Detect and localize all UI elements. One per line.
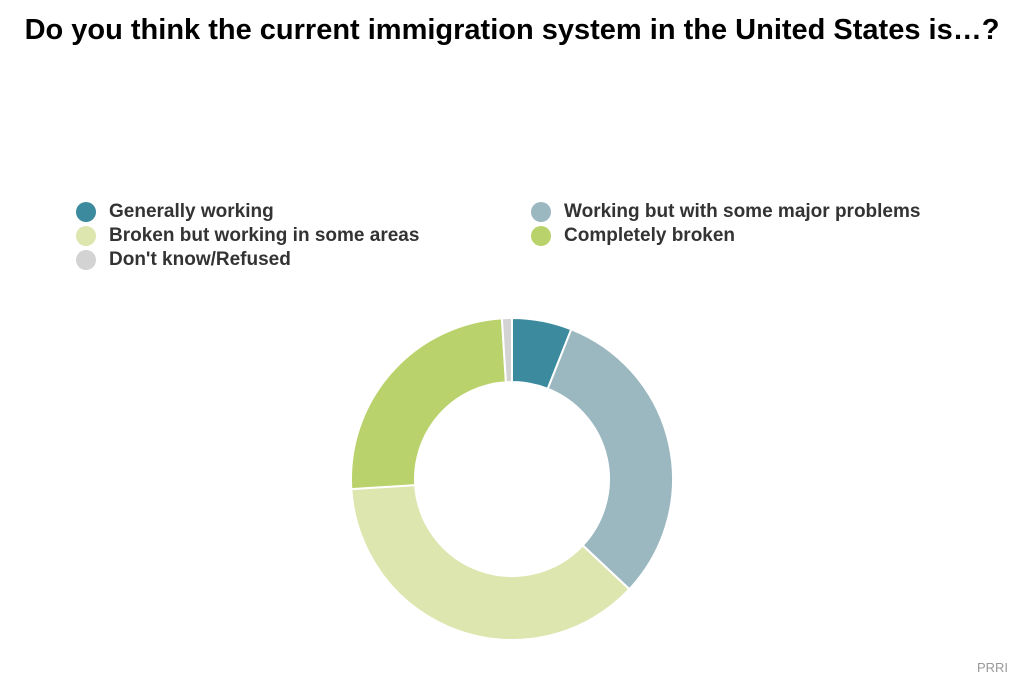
donut-slice-broken-but-working[interactable] [350,484,631,641]
legend-label: Broken but working in some areas [109,225,420,246]
legend-swatch-generally-working [76,202,96,222]
legend-label: Working but with some major problems [564,201,921,222]
legend-label: Don't know/Refused [109,249,291,270]
source-credit: PRRI [976,660,1008,675]
legend-swatch-working-major-problems [531,202,551,222]
legend-swatch-dont-know [76,250,96,270]
donut-slice-completely-broken[interactable] [350,317,507,491]
legend-item-broken-but-working[interactable]: Broken but working in some areas [76,224,419,248]
legend-label: Generally working [109,201,274,222]
donut-slice-dont-know[interactable] [500,316,513,384]
donut-slice-working-major-problems[interactable] [546,328,674,591]
legend-item-working-major-problems[interactable]: Working but with some major problems [531,200,920,224]
legend-label: Completely broken [564,225,736,246]
legend-item-generally-working[interactable]: Generally working [76,200,274,224]
legend-item-completely-broken[interactable]: Completely broken [531,224,735,248]
legend-item-dont-know[interactable]: Don't know/Refused [76,248,291,272]
chart-title: Do you think the current immigration sys… [24,14,1000,46]
legend-swatch-completely-broken [531,226,551,246]
legend-swatch-broken-but-working [76,226,96,246]
